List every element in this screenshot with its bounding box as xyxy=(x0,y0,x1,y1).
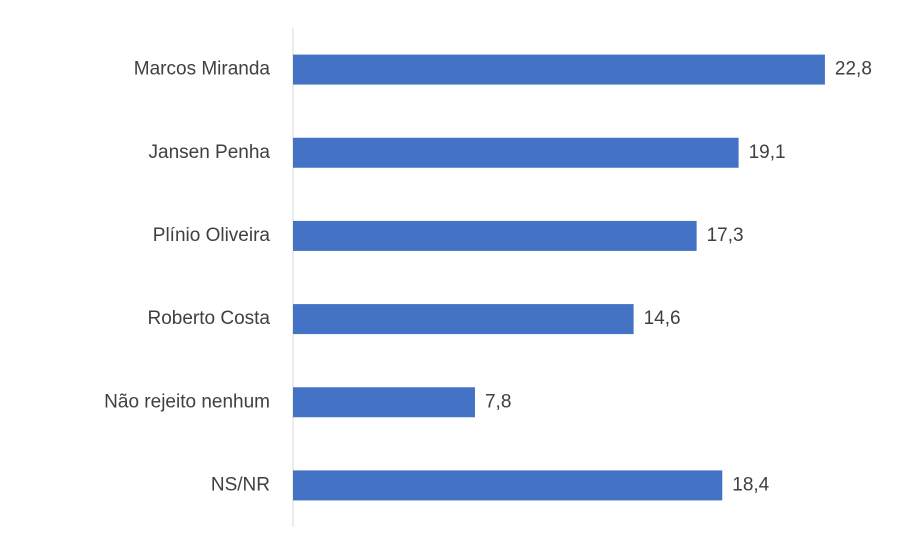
value-label: 18,4 xyxy=(732,474,769,495)
bar xyxy=(293,220,697,251)
category-label: Não rejeito nenhum xyxy=(104,391,270,412)
bar xyxy=(293,54,825,85)
value-label: 19,1 xyxy=(749,142,786,163)
category-label: Plínio Oliveira xyxy=(153,225,271,246)
category-label: Jansen Penha xyxy=(149,142,271,163)
value-label: 7,8 xyxy=(485,391,511,412)
bar xyxy=(293,470,723,501)
value-label: 22,8 xyxy=(835,59,872,80)
value-label: 14,6 xyxy=(644,308,681,329)
value-label: 17,3 xyxy=(707,225,744,246)
category-label: Marcos Miranda xyxy=(134,59,271,80)
category-label: Roberto Costa xyxy=(147,308,270,329)
bar xyxy=(293,137,739,168)
bar xyxy=(293,387,475,418)
bar xyxy=(293,304,634,335)
category-label: NS/NR xyxy=(211,474,270,495)
